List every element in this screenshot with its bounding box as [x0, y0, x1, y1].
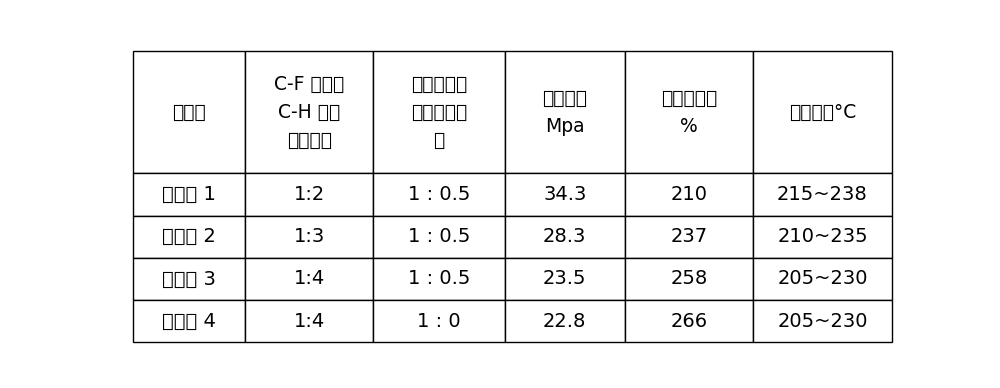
Text: 1:4: 1:4 [293, 270, 325, 288]
Text: 23.5: 23.5 [543, 270, 587, 288]
Bar [753, 216, 892, 258]
Text: 205~230: 205~230 [777, 270, 868, 288]
Bar [245, 51, 373, 173]
Text: 28.3: 28.3 [543, 227, 586, 246]
Text: 1:4: 1:4 [293, 312, 325, 331]
Text: 34.3: 34.3 [543, 185, 586, 204]
Bar [373, 51, 505, 173]
Bar [373, 258, 505, 300]
Bar [625, 173, 753, 216]
Bar [245, 258, 373, 300]
Bar [505, 258, 625, 300]
Text: 1 : 0: 1 : 0 [417, 312, 461, 331]
Text: 实施例 3: 实施例 3 [162, 270, 216, 288]
Bar [625, 51, 753, 173]
Bar [625, 300, 753, 342]
Text: 实施例 4: 实施例 4 [162, 312, 216, 331]
Bar [505, 216, 625, 258]
Text: 1:2: 1:2 [293, 185, 325, 204]
Text: 210: 210 [670, 185, 707, 204]
Bar [753, 51, 892, 173]
Bar [625, 216, 753, 258]
Bar [505, 173, 625, 216]
Text: 22.8: 22.8 [543, 312, 586, 331]
Bar [133, 173, 245, 216]
Text: 1 : 0.5: 1 : 0.5 [408, 270, 470, 288]
Bar [133, 216, 245, 258]
Text: 210~235: 210~235 [777, 227, 868, 246]
Text: 1:3: 1:3 [293, 227, 325, 246]
Bar [133, 51, 245, 173]
Bar [505, 300, 625, 342]
Text: 205~230: 205~230 [777, 312, 868, 331]
Bar [373, 300, 505, 342]
Text: 215~238: 215~238 [777, 185, 868, 204]
Text: 1 : 0.5: 1 : 0.5 [408, 227, 470, 246]
Text: 抗张强度
Mpa: 抗张强度 Mpa [542, 89, 587, 136]
Text: 实施例 2: 实施例 2 [162, 227, 216, 246]
Text: C-F 基团与
C-H 基团
的摩尔比: C-F 基团与 C-H 基团 的摩尔比 [274, 75, 344, 150]
Bar [133, 300, 245, 342]
Text: 断裂伸长率
%: 断裂伸长率 % [661, 89, 717, 136]
Bar [753, 258, 892, 300]
Bar [753, 173, 892, 216]
Text: 氧化铈与二
氧化钛质量
比: 氧化铈与二 氧化钛质量 比 [411, 75, 467, 150]
Text: 实施例 1: 实施例 1 [162, 185, 216, 204]
Bar [373, 216, 505, 258]
Bar [245, 173, 373, 216]
Bar [373, 173, 505, 216]
Text: 266: 266 [670, 312, 707, 331]
Bar [245, 300, 373, 342]
Text: 258: 258 [670, 270, 707, 288]
Bar [625, 258, 753, 300]
Text: 实施例: 实施例 [172, 103, 206, 122]
Bar [505, 51, 625, 173]
Bar [753, 300, 892, 342]
Text: 237: 237 [670, 227, 707, 246]
Bar [245, 216, 373, 258]
Text: 加工温度°C: 加工温度°C [789, 103, 856, 122]
Bar [133, 258, 245, 300]
Text: 1 : 0.5: 1 : 0.5 [408, 185, 470, 204]
